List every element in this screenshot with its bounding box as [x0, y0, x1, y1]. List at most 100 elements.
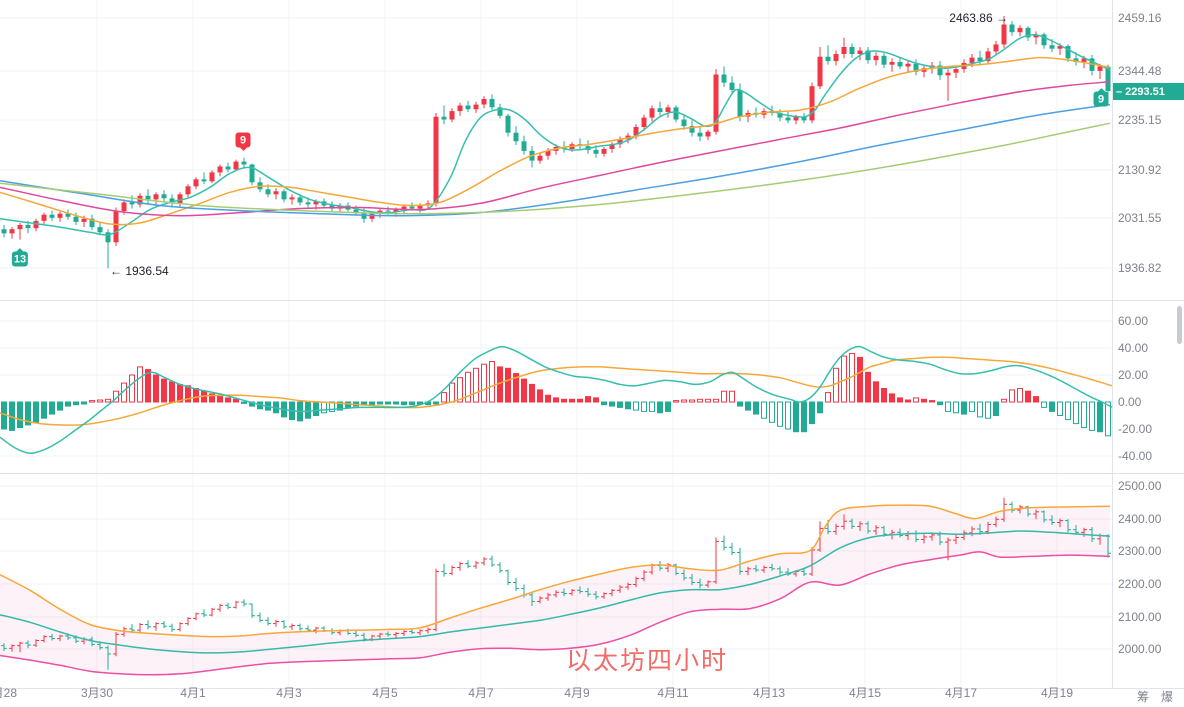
candle: [1033, 31, 1039, 45]
candle: [89, 214, 95, 231]
last-price-dash: –: [1116, 85, 1123, 98]
candle-body: [313, 201, 319, 205]
macd-histogram-bar: [1049, 401, 1055, 412]
candle-body: [1025, 27, 1031, 38]
candle: [681, 113, 687, 130]
candle-body: [657, 108, 663, 112]
candle: [801, 112, 807, 124]
macd-histogram-bar: [585, 396, 591, 403]
last-price-badge: – 2293.51: [1113, 83, 1184, 100]
tab-liquidation[interactable]: 爆: [1161, 690, 1174, 704]
price-bar: [993, 516, 999, 528]
price-bar: [233, 600, 239, 609]
price-bar: [241, 599, 247, 607]
candle: [465, 100, 471, 112]
price-bar: [481, 557, 487, 566]
macd-histogram-bar: [825, 392, 831, 403]
price-bar: [729, 542, 735, 556]
candle: [513, 126, 519, 146]
candle: [1105, 64, 1111, 98]
price-bar: [265, 617, 271, 626]
price-bar: [249, 603, 255, 618]
macd-histogram-bar: [457, 377, 463, 403]
macd-histogram-bar: [833, 367, 839, 403]
candle: [193, 177, 199, 190]
macd-histogram-bar: [129, 374, 135, 403]
price-bar: [689, 574, 695, 586]
tab-chips[interactable]: 筹: [1137, 690, 1150, 704]
candle: [1089, 54, 1095, 76]
candle: [537, 152, 543, 164]
macd-histogram-bar: [153, 374, 159, 403]
date-axis-label: 4月9: [564, 686, 590, 700]
candle: [473, 101, 479, 113]
macd-histogram-bar: [329, 401, 335, 412]
price-bar: [385, 631, 391, 637]
price-bar: [849, 518, 855, 529]
price-bar: [985, 521, 991, 535]
macd-histogram-bar: [49, 401, 55, 415]
macd-histogram-bar: [777, 401, 783, 427]
price-bar: [289, 623, 295, 631]
candle-body: [1017, 27, 1023, 33]
macd-histogram-bar: [745, 401, 751, 411]
macd-histogram-bar: [137, 366, 143, 403]
candle-body: [17, 225, 23, 230]
price-bar: [185, 617, 191, 626]
macd-histogram-bar: [337, 401, 343, 411]
candle-body: [401, 206, 407, 210]
price-panel: [0, 16, 1111, 269]
price-bar: [769, 563, 775, 571]
date-axis-label: 4月7: [468, 686, 494, 700]
price-bar: [1033, 509, 1039, 520]
candle-body: [841, 47, 847, 54]
price-axis-label: 2130.92: [1118, 163, 1162, 177]
dea-line: [0, 356, 1112, 426]
macd-histogram-bar: [889, 393, 895, 403]
macd-histogram-bar: [945, 401, 951, 412]
price-bar: [313, 626, 319, 634]
macd-histogram-bar: [721, 390, 727, 403]
price-bar: [49, 634, 55, 641]
price-axis-label: 2459.16: [1118, 11, 1162, 25]
candle-body: [505, 115, 511, 133]
macd-histogram-bar: [41, 401, 47, 419]
date-axis-label: 4月15: [849, 686, 881, 700]
price-bar: [129, 624, 135, 633]
price-bar: [473, 561, 479, 569]
price-bar: [489, 555, 495, 567]
price-bar: [529, 591, 535, 606]
macd-histogram-bar: [609, 401, 615, 407]
price-bar: [33, 639, 39, 647]
candle-body: [969, 57, 975, 63]
candle-body: [833, 54, 839, 62]
candle: [17, 222, 23, 240]
price-bar: [1001, 497, 1007, 522]
price-bar: [145, 620, 151, 630]
macd-histogram-bar: [545, 394, 551, 403]
price-axis-label: 0.00: [1118, 395, 1142, 409]
macd-histogram-bar: [641, 401, 647, 412]
candle-body: [281, 191, 287, 200]
scrollbar-thumb[interactable]: [1177, 306, 1182, 344]
candle-body: [409, 206, 415, 209]
macd-histogram-bar: [505, 367, 511, 403]
candle-body: [641, 117, 647, 127]
macd-histogram-bar: [809, 401, 815, 425]
candle-body: [1049, 45, 1055, 49]
candle-body: [393, 209, 399, 212]
macd-histogram-bar: [465, 371, 471, 403]
candle: [49, 210, 55, 221]
candle-body: [953, 69, 959, 73]
price-bar: [633, 576, 639, 588]
candle-body: [857, 50, 863, 54]
price-axis-label: 2200.00: [1118, 577, 1162, 591]
candle: [673, 105, 679, 123]
macd-histogram-bar: [985, 401, 991, 419]
macd-histogram-bar: [1105, 401, 1111, 437]
price-bar: [257, 612, 263, 623]
candle-body: [153, 194, 159, 200]
price-bar: [1, 643, 7, 651]
macd-histogram-bar: [217, 396, 223, 403]
